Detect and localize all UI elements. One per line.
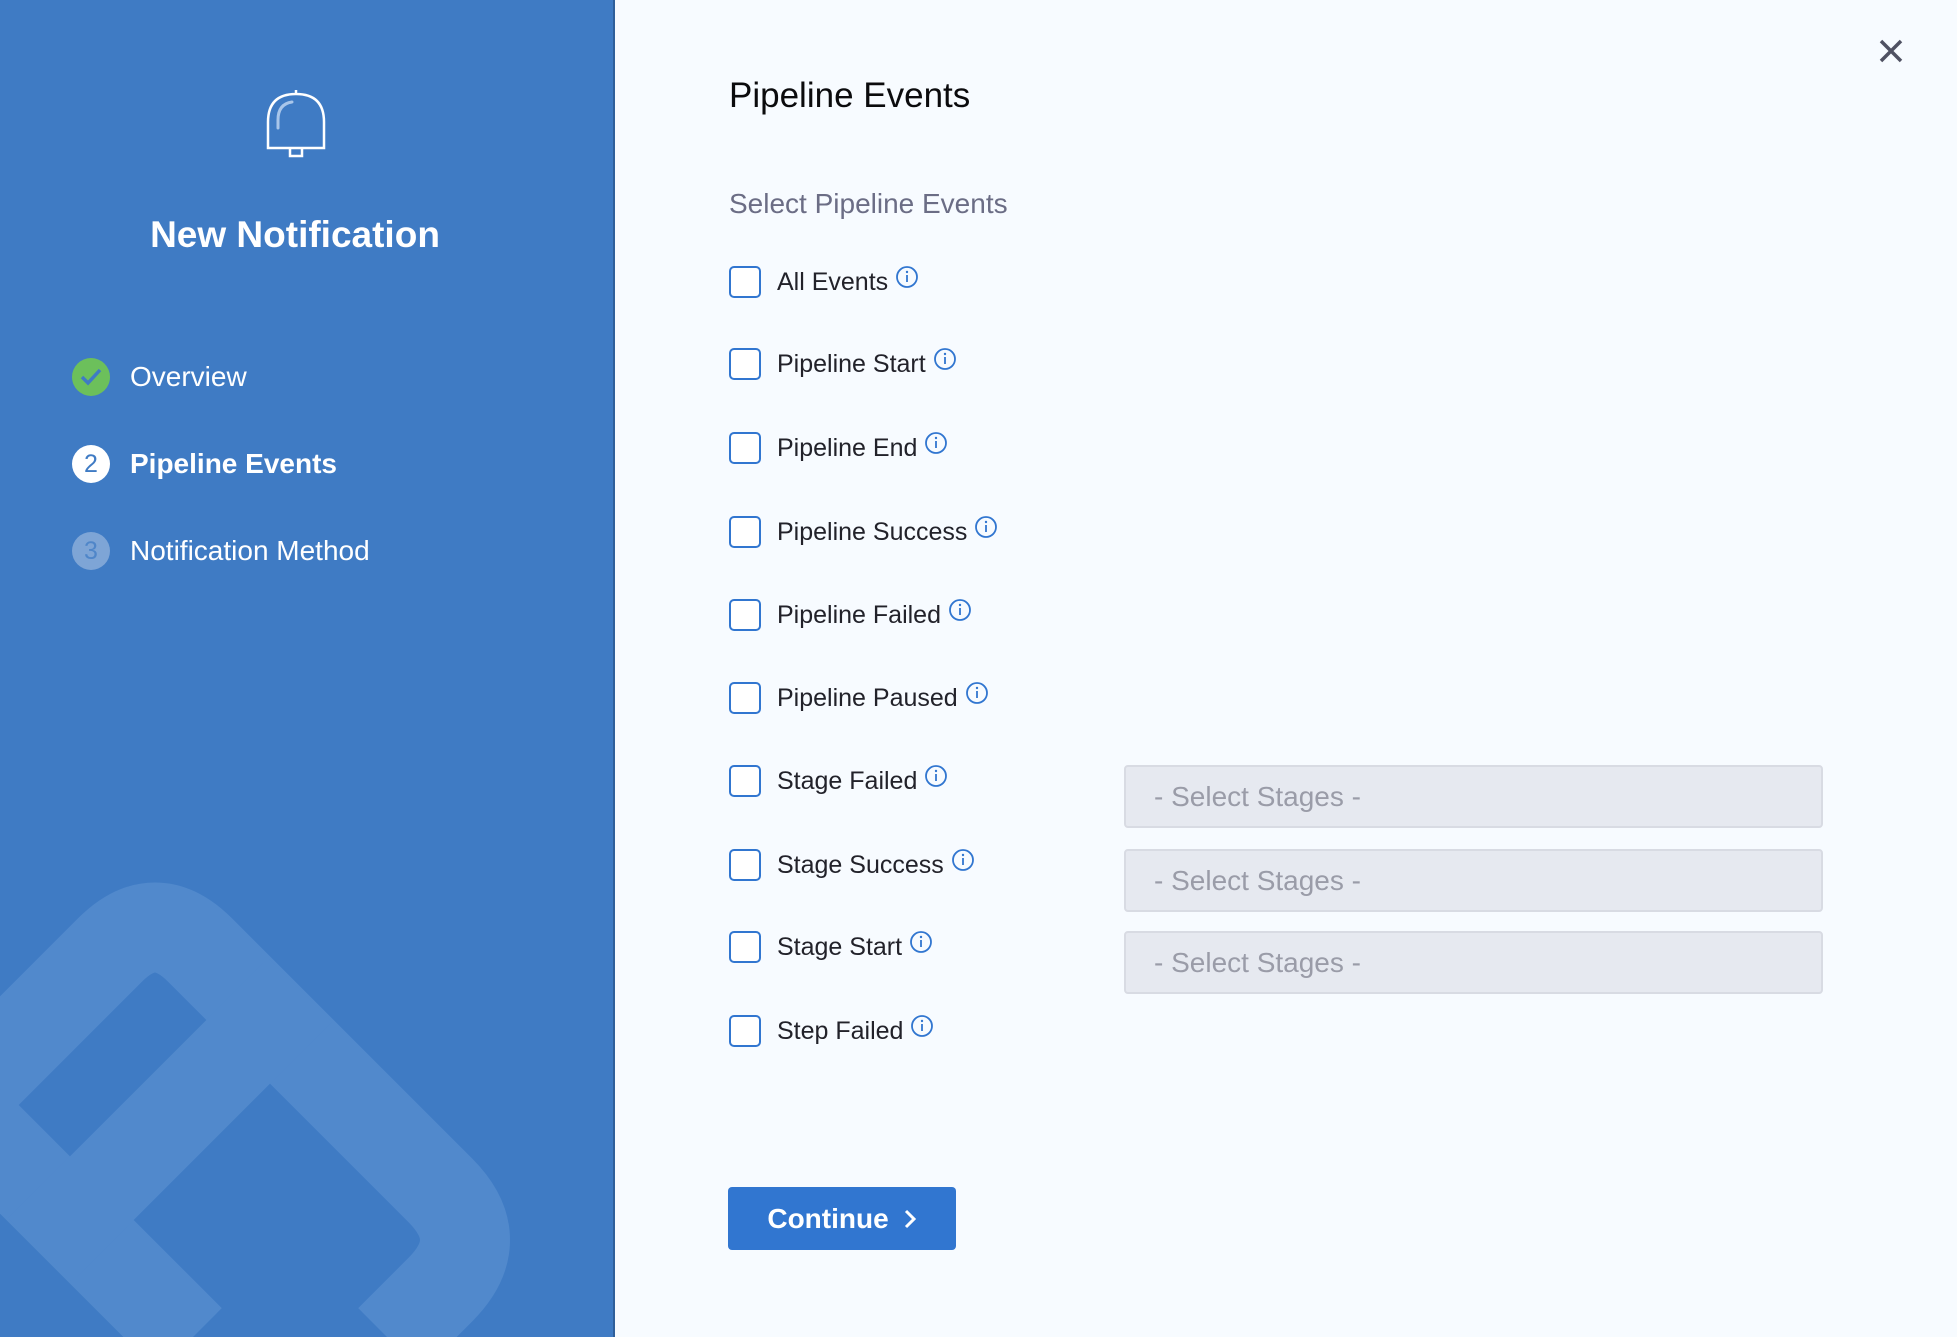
event-label: Pipeline Start	[777, 349, 926, 378]
step-notification-method[interactable]: 3 Notification Method	[72, 532, 370, 570]
event-checkbox[interactable]	[729, 1015, 761, 1047]
event-row[interactable]: Stage Start	[729, 930, 933, 964]
event-row[interactable]: Pipeline Failed	[729, 598, 972, 632]
event-row[interactable]: Step Failed	[729, 1014, 934, 1048]
event-label: Pipeline Failed	[777, 600, 941, 629]
select-stages-dropdown[interactable]: - Select Stages -	[1124, 931, 1823, 994]
info-icon[interactable]	[909, 930, 933, 954]
event-label: Stage Start	[777, 932, 903, 961]
continue-button[interactable]: Continue	[728, 1187, 956, 1250]
info-icon[interactable]	[948, 598, 972, 622]
info-icon[interactable]	[910, 1014, 934, 1038]
event-checkbox[interactable]	[729, 682, 761, 714]
step-pipeline-events[interactable]: 2 Pipeline Events	[72, 445, 337, 483]
event-label: Pipeline Paused	[777, 683, 958, 712]
info-icon[interactable]	[924, 431, 948, 455]
select-stages-dropdown[interactable]: - Select Stages -	[1124, 849, 1823, 912]
page-title: Pipeline Events	[729, 76, 971, 115]
wizard-title: New Notification	[150, 214, 440, 255]
wizard-sidebar: New Notification Overview 2 Pipeline Eve…	[0, 0, 615, 1337]
event-row[interactable]: Pipeline Success	[729, 515, 998, 549]
event-checkbox[interactable]	[729, 348, 761, 380]
brand-watermark-icon	[0, 882, 510, 1337]
info-icon[interactable]	[965, 681, 989, 705]
chevron-right-icon	[904, 1209, 916, 1228]
event-label: Step Failed	[777, 1016, 904, 1045]
event-label: Pipeline Success	[777, 517, 968, 546]
event-checkbox[interactable]	[729, 266, 761, 298]
event-label: Pipeline End	[777, 433, 918, 462]
info-icon[interactable]	[895, 265, 919, 289]
event-checkbox[interactable]	[729, 599, 761, 631]
info-icon[interactable]	[974, 515, 998, 539]
event-checkbox[interactable]	[729, 765, 761, 797]
event-checkbox[interactable]	[729, 516, 761, 548]
step-overview[interactable]: Overview	[72, 358, 247, 396]
event-row[interactable]: Pipeline Paused	[729, 681, 989, 715]
event-label: Stage Failed	[777, 766, 918, 795]
event-checkbox[interactable]	[729, 931, 761, 963]
step-label: Overview	[130, 361, 247, 392]
bell-icon	[266, 90, 326, 158]
event-label: Stage Success	[777, 850, 944, 879]
section-subtitle: Select Pipeline Events	[729, 188, 1008, 219]
step-label: Pipeline Events	[130, 448, 337, 479]
event-checkbox[interactable]	[729, 432, 761, 464]
close-icon[interactable]	[1876, 36, 1906, 66]
event-row[interactable]: Stage Success	[729, 848, 975, 882]
info-icon[interactable]	[933, 347, 957, 371]
event-row[interactable]: Stage Failed	[729, 764, 948, 798]
step-label: Notification Method	[130, 535, 370, 566]
step-number: 2	[72, 445, 110, 483]
info-icon[interactable]	[951, 848, 975, 872]
select-stages-dropdown[interactable]: - Select Stages -	[1124, 765, 1823, 828]
continue-label: Continue	[767, 1202, 889, 1234]
step-number: 3	[72, 532, 110, 570]
info-icon[interactable]	[924, 764, 948, 788]
event-row[interactable]: All Events	[729, 265, 919, 299]
event-row[interactable]: Pipeline Start	[729, 347, 957, 381]
event-row[interactable]: Pipeline End	[729, 431, 948, 465]
check-circle-icon	[72, 358, 110, 396]
event-label: All Events	[777, 267, 889, 296]
event-checkbox[interactable]	[729, 849, 761, 881]
